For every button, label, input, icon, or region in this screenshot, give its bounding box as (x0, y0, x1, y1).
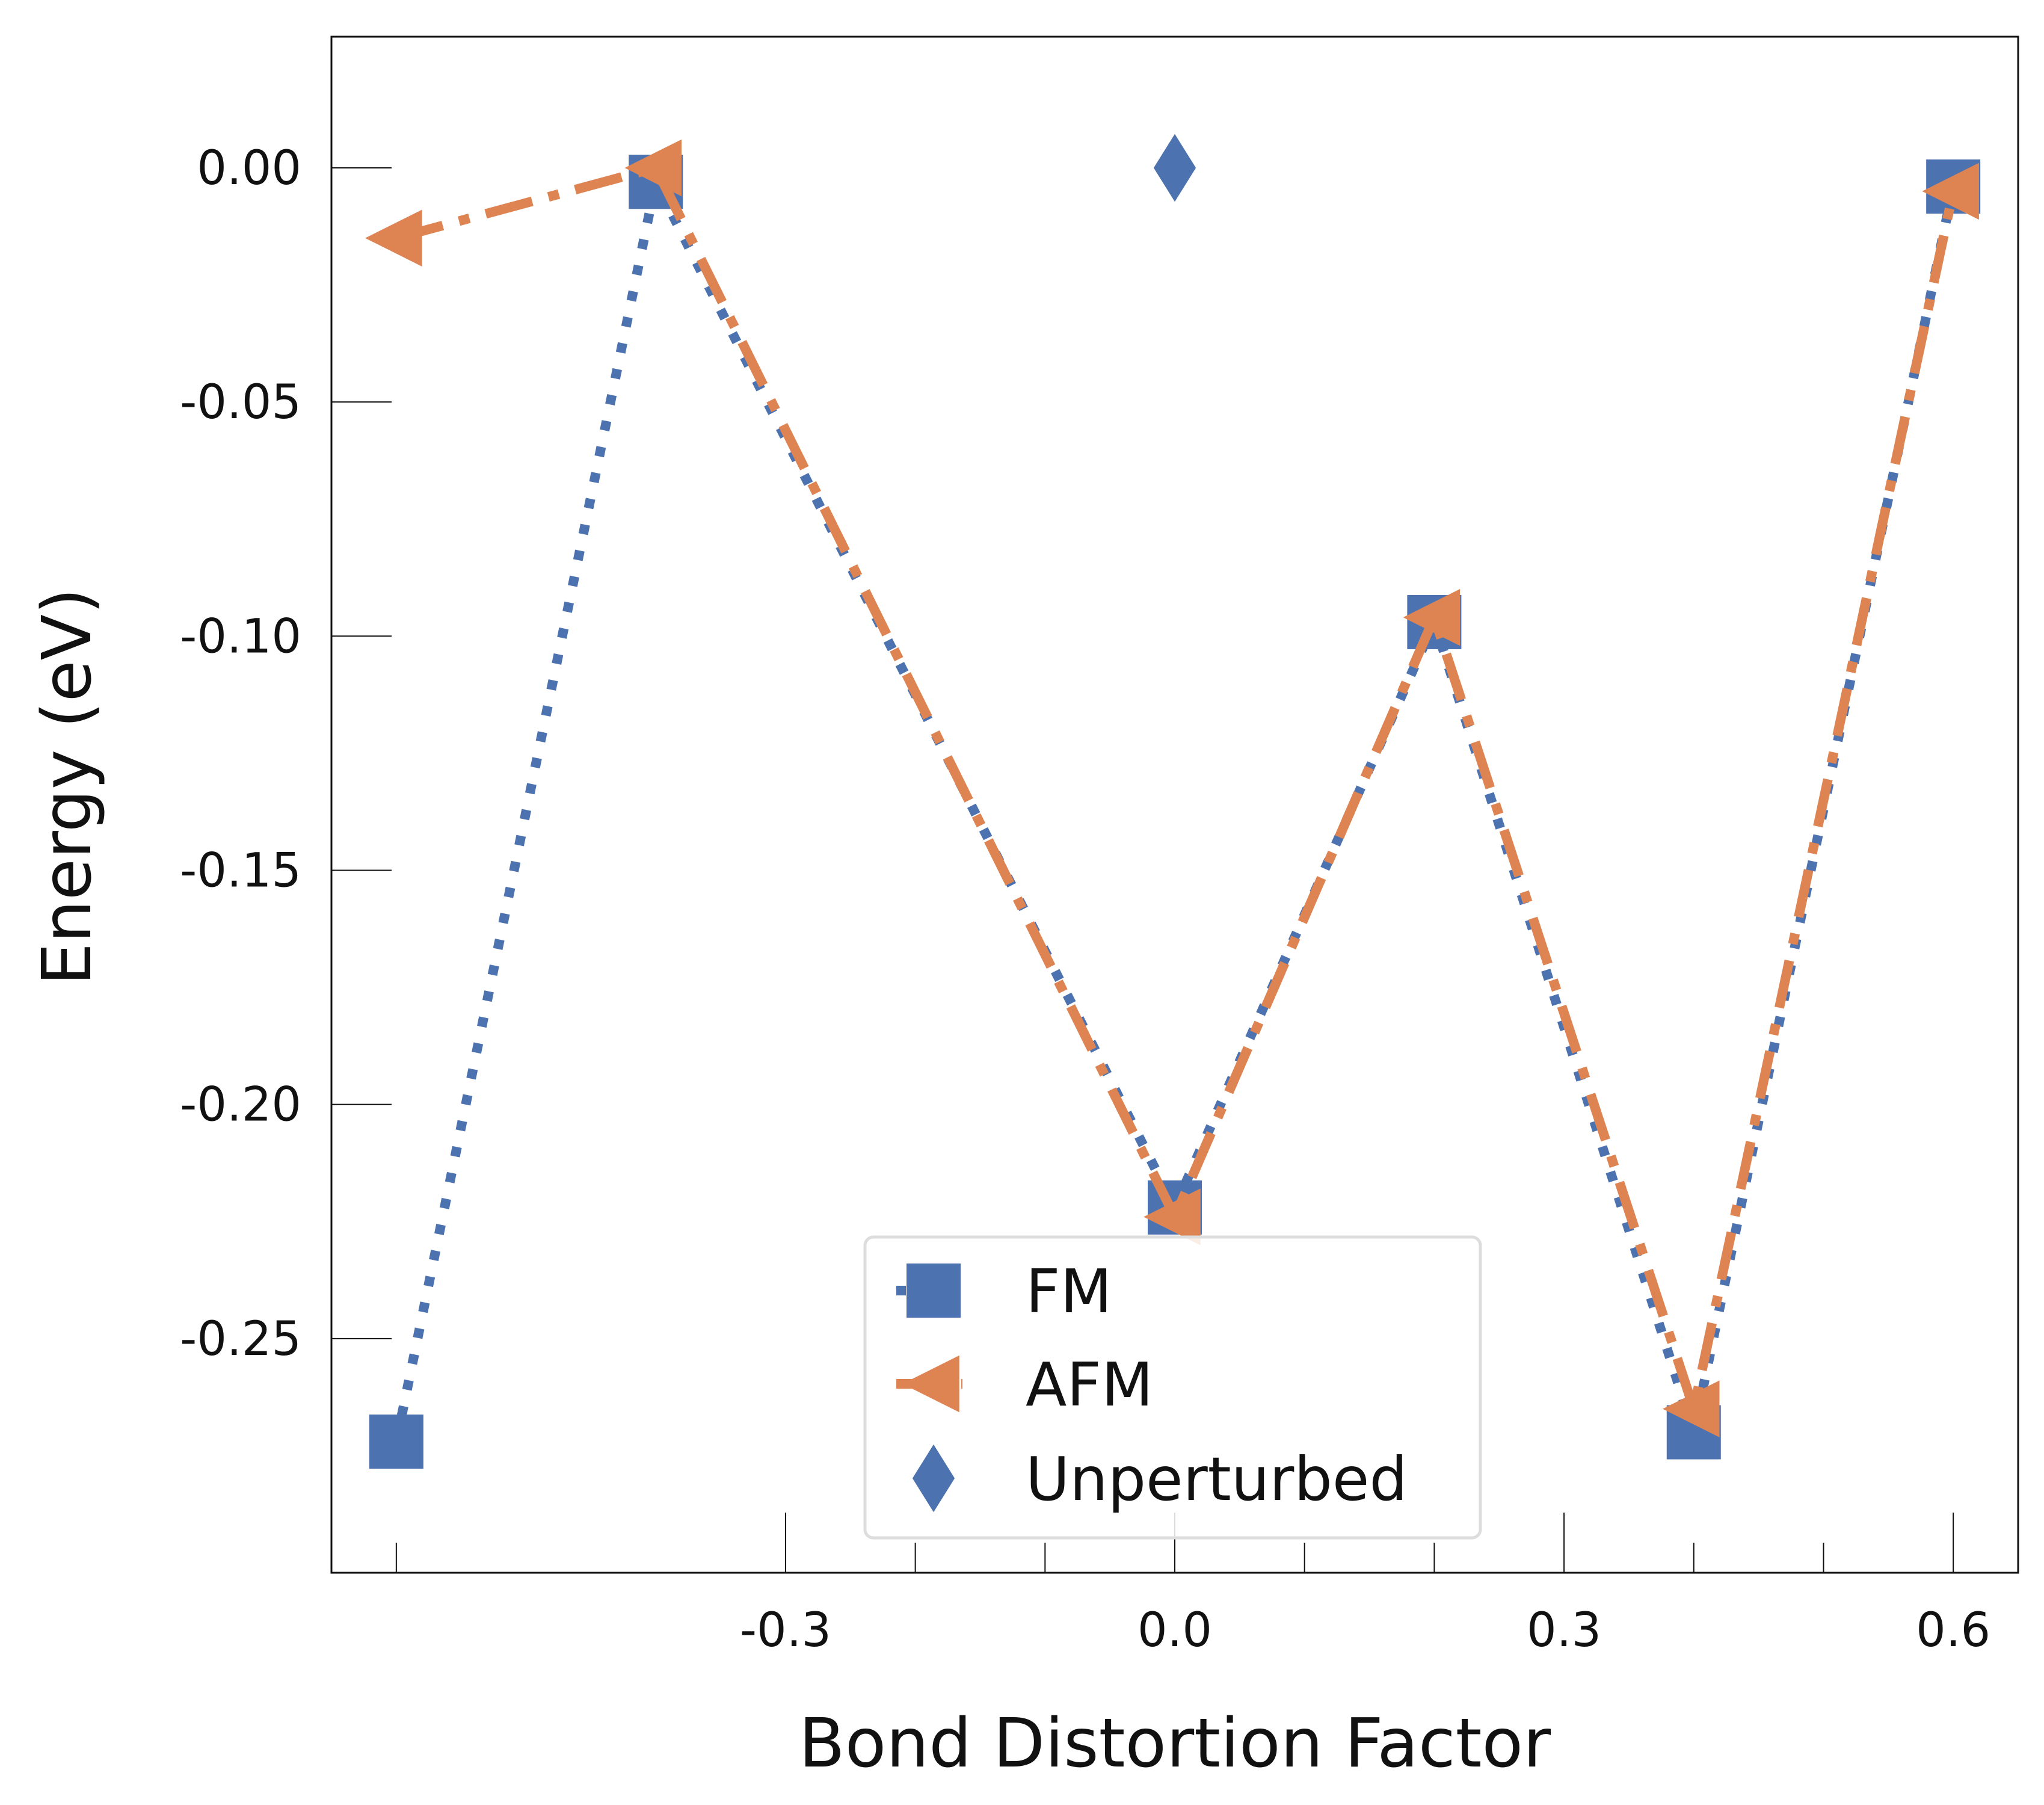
y-tick-label: -0.10 (180, 609, 301, 664)
data-point-afm (365, 209, 422, 267)
y-tick-label: -0.25 (180, 1312, 301, 1366)
x-tick-label: -0.3 (740, 1603, 831, 1658)
x-axis-title: Bond Distortion Factor (799, 1705, 1551, 1783)
legend-box (863, 1235, 1482, 1540)
data-point-afm (624, 139, 682, 197)
data-point-unperturbed (1153, 134, 1196, 202)
data-point-afm (1403, 588, 1461, 646)
legend-marker-afm (902, 1355, 959, 1413)
series-afm (365, 139, 1979, 1437)
series-line-afm (395, 162, 1958, 1414)
data-point-fm (369, 1415, 423, 1469)
legend: FM AFM Unperturbed (863, 1235, 1482, 1540)
data-point-afm (1144, 1188, 1201, 1245)
y-tick-label: -0.05 (180, 375, 301, 430)
axis-ticks: 0.00 -0.05 -0.10 -0.15 -0.20 -0.25 -0.3 0.0 0.3 0… (180, 141, 1990, 1658)
data-point-afm (1663, 1380, 1720, 1437)
legend-label-unperturbed: Unperturbed (1026, 1444, 1408, 1514)
series-unperturbed (1153, 134, 1196, 202)
x-tick-label: 0.3 (1527, 1603, 1601, 1658)
legend-label-afm: AFM (1026, 1350, 1153, 1420)
y-tick-label: -0.20 (180, 1078, 301, 1132)
data-point-afm (1922, 162, 1979, 220)
x-tick-label: 0.6 (1916, 1603, 1990, 1658)
legend-marker-unperturbed (912, 1444, 955, 1513)
plot-series (365, 134, 1981, 1469)
legend-label-fm: FM (1026, 1256, 1112, 1327)
y-axis-title: Energy (eV) (28, 588, 106, 986)
y-tick-label: -0.15 (180, 844, 301, 898)
x-tick-label: 0.0 (1137, 1603, 1212, 1658)
legend-marker-fm (907, 1264, 961, 1318)
y-tick-label: 0.00 (197, 141, 301, 196)
plot-frame (330, 35, 2019, 1574)
